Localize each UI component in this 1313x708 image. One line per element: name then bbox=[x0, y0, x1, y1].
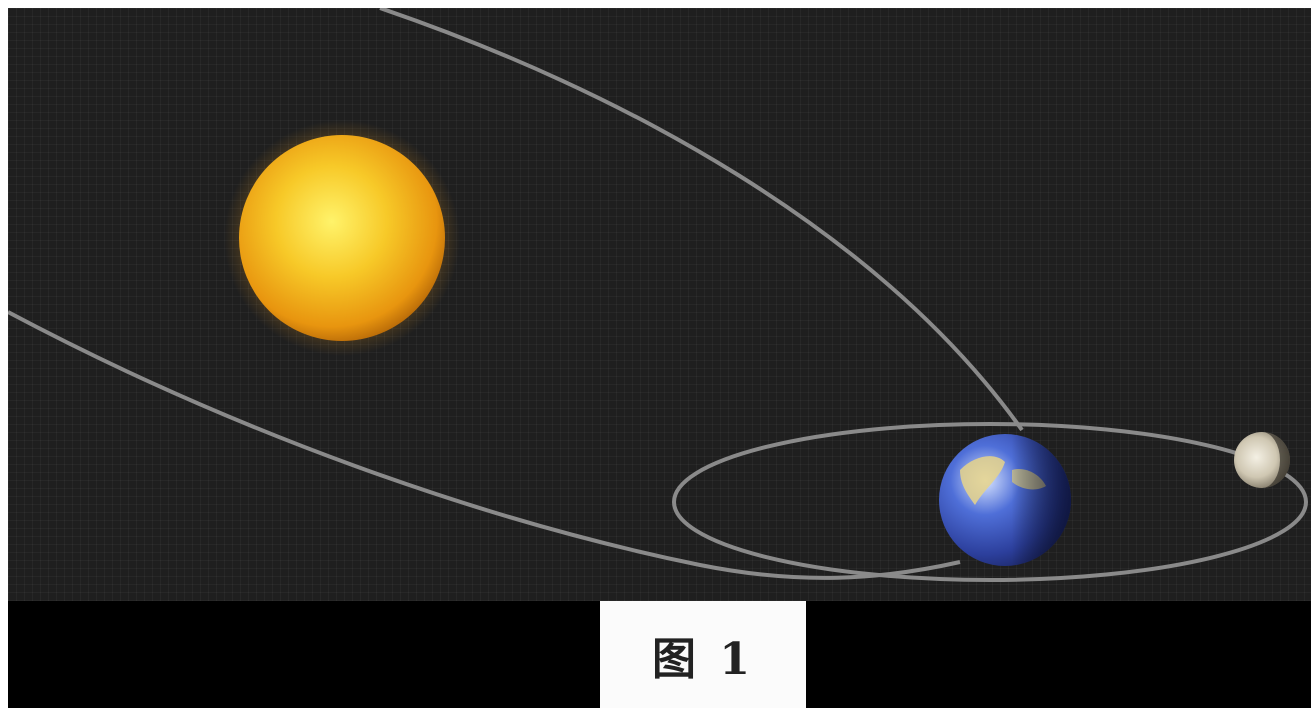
figure-caption: 图 1 bbox=[652, 633, 754, 685]
moon-orbit bbox=[672, 422, 1308, 582]
earth-icon bbox=[939, 434, 1071, 566]
earth-orbit bbox=[379, 8, 1024, 432]
earth-orbit-lower bbox=[8, 310, 961, 580]
sun-icon bbox=[239, 135, 445, 341]
space-background bbox=[8, 8, 1311, 601]
caption-box: 图 1 bbox=[600, 601, 806, 708]
moon-icon bbox=[1234, 432, 1290, 488]
